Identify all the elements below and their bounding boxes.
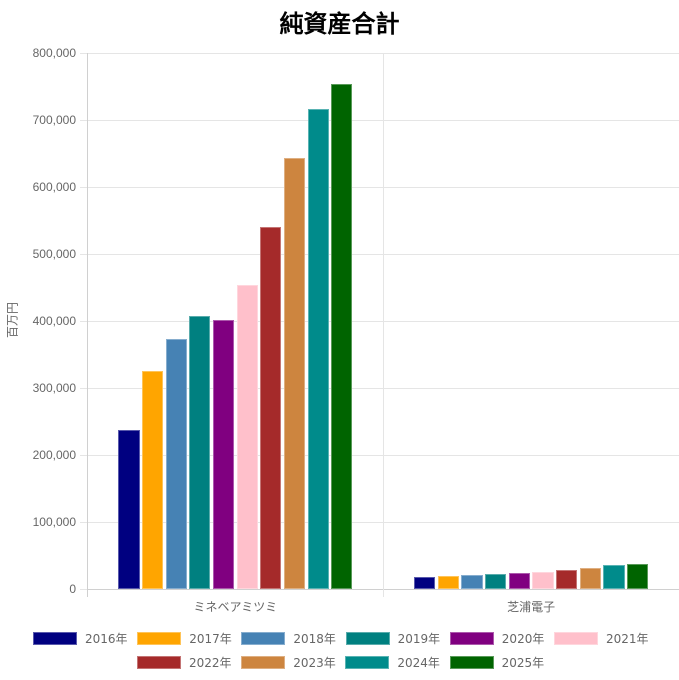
y-tick-label: 0 bbox=[69, 582, 76, 596]
y-tick-mark bbox=[79, 53, 88, 54]
legend-swatch bbox=[554, 631, 598, 645]
legend-label: 2019年 bbox=[397, 631, 441, 646]
bar-2024年-芝浦電子[interactable] bbox=[603, 565, 625, 589]
legend-item-2022年[interactable]: 2022年 bbox=[137, 654, 232, 670]
y-tick-mark bbox=[79, 589, 88, 590]
legend-item-2016年[interactable]: 2016年 bbox=[33, 630, 128, 646]
legend-item-2020年[interactable]: 2020年 bbox=[449, 630, 545, 646]
y-tick-mark bbox=[79, 455, 88, 456]
bar-2024年-ミネベアミツミ[interactable] bbox=[307, 109, 329, 589]
legend-label: 2022年 bbox=[189, 655, 232, 670]
y-tick-label: 200,000 bbox=[32, 448, 76, 462]
legend-swatch bbox=[33, 631, 77, 645]
legend-swatch bbox=[241, 655, 286, 669]
y-axis-line bbox=[87, 53, 88, 597]
bar-2020年-芝浦電子[interactable] bbox=[508, 572, 530, 589]
legend-swatch bbox=[345, 655, 390, 669]
bar-2017年-芝浦電子[interactable] bbox=[437, 576, 459, 589]
category-divider bbox=[383, 53, 384, 597]
chart-title: 純資産合計 bbox=[279, 10, 400, 38]
legend-label: 2018年 bbox=[293, 631, 336, 646]
legend-label: 2024年 bbox=[397, 655, 440, 670]
legend-item-2025年[interactable]: 2025年 bbox=[449, 654, 545, 670]
legend-swatch bbox=[449, 655, 494, 669]
legend-swatch bbox=[137, 631, 182, 645]
y-axis-title: 百万円 bbox=[5, 301, 20, 339]
bar-2022年-ミネベアミツミ[interactable] bbox=[260, 226, 282, 589]
legend-swatch bbox=[449, 631, 494, 645]
bar-2016年-芝浦電子[interactable] bbox=[414, 576, 436, 589]
y-tick-mark bbox=[79, 522, 88, 523]
y-tick-mark bbox=[79, 187, 88, 188]
legend-label: 2020年 bbox=[501, 631, 545, 646]
legend-swatch bbox=[345, 631, 390, 645]
x-category-label: ミネベアミツミ bbox=[193, 600, 278, 614]
legend-item-2018年[interactable]: 2018年 bbox=[241, 630, 336, 646]
bar-2021年-ミネベアミツミ[interactable] bbox=[236, 284, 258, 589]
legend-item-2017年[interactable]: 2017年 bbox=[137, 630, 232, 646]
legend-item-2019年[interactable]: 2019年 bbox=[345, 630, 441, 646]
bar-2017年-ミネベアミツミ[interactable] bbox=[141, 371, 164, 590]
y-tick-label: 500,000 bbox=[32, 247, 76, 261]
y-tick-mark bbox=[79, 254, 88, 255]
bar-2019年-芝浦電子[interactable] bbox=[485, 573, 507, 589]
bar-2018年-ミネベアミツミ[interactable] bbox=[165, 339, 187, 589]
bar-2025年-芝浦電子[interactable] bbox=[626, 564, 649, 589]
bar-2020年-ミネベアミツミ[interactable] bbox=[212, 319, 235, 589]
bar-2023年-芝浦電子[interactable] bbox=[579, 567, 601, 589]
legend-swatch bbox=[137, 655, 181, 669]
x-category-label: 芝浦電子 bbox=[507, 600, 556, 614]
y-tick-label: 300,000 bbox=[32, 381, 76, 395]
legend-label: 2016年 bbox=[85, 631, 128, 646]
bar-2023年-ミネベアミツミ[interactable] bbox=[283, 158, 306, 589]
bar-2025年-ミネベアミツミ[interactable] bbox=[331, 83, 353, 589]
legend-item-2024年[interactable]: 2024年 bbox=[345, 654, 440, 670]
y-tick-mark bbox=[79, 321, 88, 322]
legend-label: 2021年 bbox=[606, 631, 649, 646]
legend-item-2021年[interactable]: 2021年 bbox=[554, 630, 649, 646]
legend-item-2023年[interactable]: 2023年 bbox=[241, 654, 336, 670]
y-tick-label: 800,000 bbox=[32, 46, 76, 60]
y-tick-label: 600,000 bbox=[32, 180, 76, 194]
bar-2021年-芝浦電子[interactable] bbox=[532, 572, 554, 589]
y-tick-label: 700,000 bbox=[32, 113, 76, 127]
bar-2022年-芝浦電子[interactable] bbox=[556, 569, 578, 589]
y-tick-mark bbox=[79, 388, 88, 389]
legend-label: 2017年 bbox=[189, 631, 232, 646]
y-tick-label: 400,000 bbox=[32, 314, 76, 328]
bar-2018年-芝浦電子[interactable] bbox=[461, 574, 483, 589]
bar-2019年-ミネベアミツミ[interactable] bbox=[189, 316, 211, 589]
legend-label: 2023年 bbox=[293, 655, 336, 670]
y-tick-label: 100,000 bbox=[32, 515, 76, 529]
bar-2016年-ミネベアミツミ[interactable] bbox=[118, 429, 140, 589]
legend-swatch bbox=[241, 631, 286, 645]
y-tick-mark bbox=[79, 120, 88, 121]
legend-label: 2025年 bbox=[501, 655, 545, 670]
